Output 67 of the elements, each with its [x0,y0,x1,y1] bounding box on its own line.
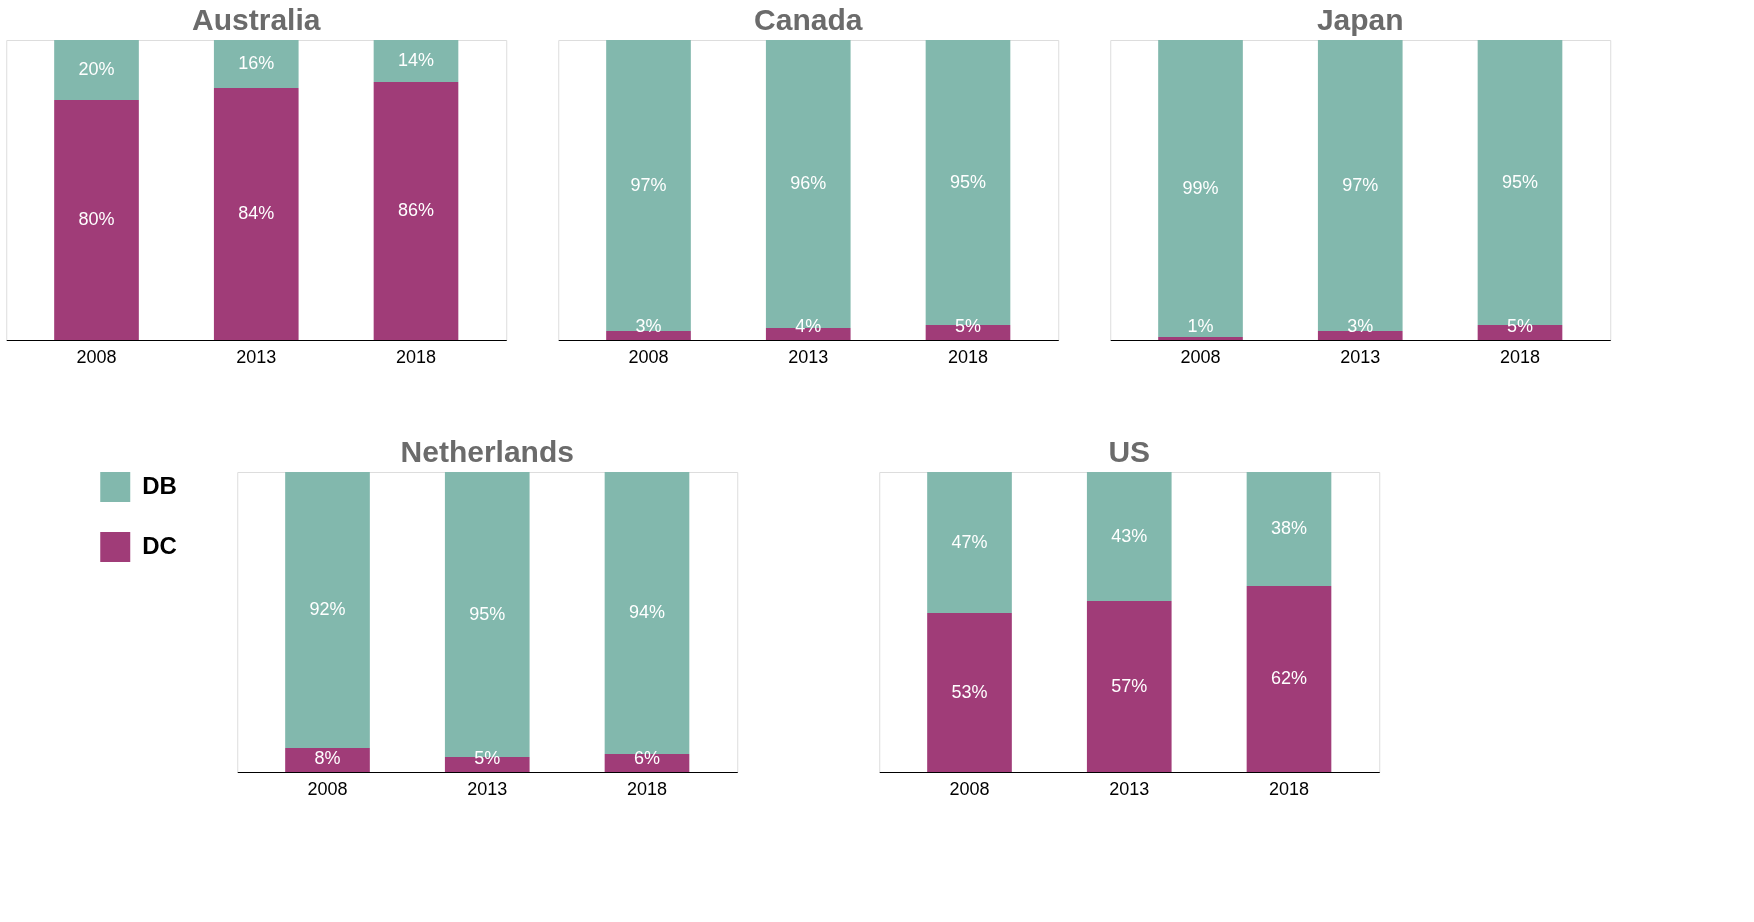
bar [1158,40,1243,337]
x-tick-label: 2013 [1109,778,1150,799]
data-label: 95% [949,171,987,192]
data-label: 38% [1270,518,1308,538]
x-tick-label: 2018 [947,346,989,367]
bar [1246,586,1332,772]
x-tick-label: 2018 [1268,778,1310,799]
data-label: 43% [1111,525,1148,546]
x-tick-label: 2018 [626,778,668,799]
data-label: 1% [1187,315,1214,336]
bar [927,472,1012,613]
data-label: 95% [1501,171,1539,192]
x-tick-label: 2013 [788,346,829,367]
data-label: 86% [397,200,435,220]
bar [54,40,139,100]
chart-title: Canada [754,3,863,36]
x-tick-label: 2008 [76,346,117,367]
bar [285,472,370,748]
x-tick-label: 2008 [949,778,990,799]
bar [1086,472,1172,601]
legend-label: DC [142,532,177,559]
data-label: 57% [1111,675,1148,696]
chart-title: Netherlands [400,435,574,468]
data-label: 62% [1270,668,1308,688]
data-label: 16% [238,53,275,73]
x-tick-label: 2008 [1180,346,1221,367]
data-label: 3% [635,315,662,336]
legend-label: DB [142,472,177,499]
bar [606,40,691,331]
data-label: 84% [238,203,275,223]
data-label: 97% [1342,174,1379,195]
bar [213,40,299,88]
bar [927,613,1012,772]
x-tick-label: 2013 [467,778,508,799]
data-label: 20% [78,59,115,79]
x-tick-label: 2013 [1340,346,1381,367]
x-tick-label: 2008 [628,346,669,367]
data-label: 3% [1347,315,1374,336]
data-label: 8% [314,747,341,768]
data-label: 80% [78,209,115,229]
data-label: 14% [397,50,435,70]
x-tick-label: 2018 [1499,346,1541,367]
data-label: 95% [469,603,506,624]
data-label: 92% [309,599,346,619]
bar [373,82,459,340]
bar [1317,331,1403,340]
bar [1158,337,1243,340]
data-label: 47% [951,531,988,552]
chart-title: US [1108,435,1151,468]
bar [1246,472,1332,586]
chart-title: Australia [192,3,321,36]
bar [606,331,691,340]
bar [373,40,459,82]
x-tick-label: 2018 [395,346,437,367]
x-tick-label: 2013 [236,346,277,367]
data-label: 96% [790,173,827,193]
chart-title: Japan [1316,3,1404,36]
bar [1086,601,1172,772]
data-label: 97% [630,174,667,195]
bar [213,88,299,340]
data-label: 53% [951,681,988,702]
x-tick-label: 2008 [307,778,348,799]
data-label: 99% [1182,177,1219,198]
bar [54,100,139,340]
bar [285,748,370,772]
bar [1317,40,1403,331]
data-label: 94% [628,602,666,622]
